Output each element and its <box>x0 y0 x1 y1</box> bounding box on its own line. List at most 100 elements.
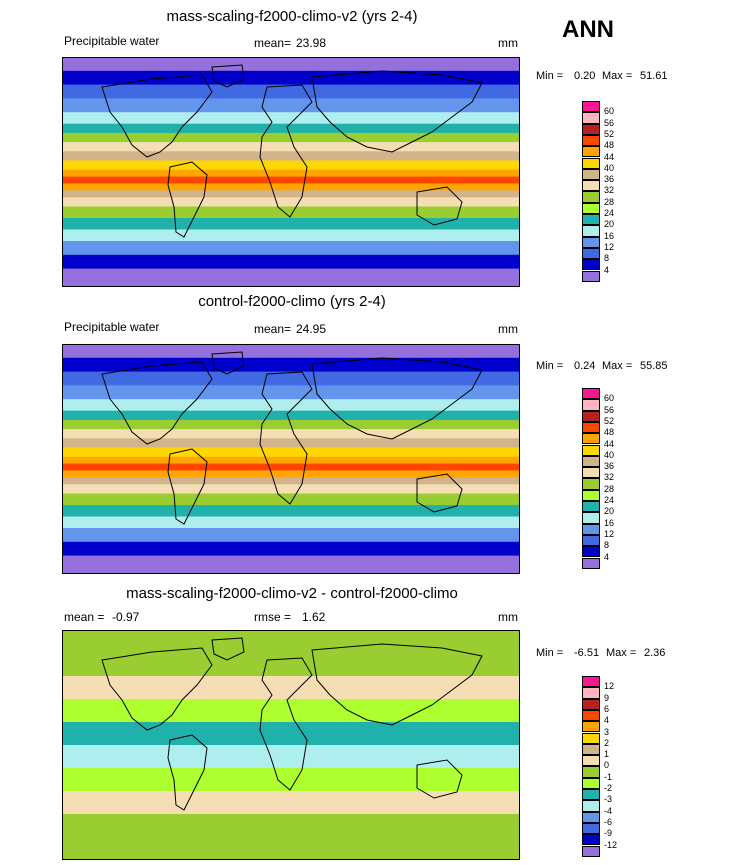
panel-2-units: mm <box>498 322 518 336</box>
colorbar-level-label: -1 <box>604 771 613 782</box>
colorbar-box <box>582 180 600 192</box>
colorbar-box <box>582 546 600 558</box>
field-band <box>62 371 520 386</box>
field-band <box>62 84 520 99</box>
field-band <box>62 463 520 471</box>
colorbar-box <box>582 512 600 524</box>
colorbar-level-label: 44 <box>604 438 615 449</box>
coastline <box>259 84 313 218</box>
colorbar-level-label: 12 <box>604 528 615 539</box>
panel-2-variable-label: Precipitable water <box>64 320 160 334</box>
panel-1-colorbar: 60 56 52 48 44 40 36 32 28 24 20 16 12 8 4 <box>582 101 642 282</box>
colorbar-box <box>582 202 600 214</box>
colorbar-level-label: 60 <box>604 106 615 117</box>
colorbar-level-label: 56 <box>604 117 615 128</box>
panel-2-title: control-f2000-climo (yrs 2-4) <box>198 293 386 310</box>
panel-2-map <box>62 344 520 574</box>
colorbar-box <box>582 388 600 400</box>
field-band <box>62 241 520 256</box>
coastline <box>211 637 245 661</box>
colorbar-box <box>582 433 600 445</box>
colorbar-level-label: 4 <box>604 715 610 726</box>
panel-3-max-label: Max = <box>606 647 637 659</box>
colorbar-level-label: 0 <box>604 760 610 771</box>
colorbar-level-label: 20 <box>604 506 615 517</box>
field-band <box>62 541 520 557</box>
panel-2-mean-value: 24.95 <box>296 322 327 336</box>
colorbar-box <box>582 191 600 203</box>
field-band <box>62 112 520 125</box>
season-label: ANN <box>562 16 614 43</box>
colorbar-box <box>582 478 600 490</box>
field-band <box>62 197 520 207</box>
colorbar-level-label: 56 <box>604 404 615 415</box>
field-band <box>62 528 520 543</box>
colorbar-level-label: 20 <box>604 219 615 230</box>
panel-3-min-label: Min = <box>536 647 564 659</box>
field-band <box>62 429 520 439</box>
field-band <box>62 229 520 242</box>
colorbar-level-label: 4 <box>604 551 610 562</box>
colorbar-level-label: 32 <box>604 472 615 483</box>
colorbar-box <box>582 270 600 282</box>
colorbar-box <box>582 755 600 767</box>
field-band <box>62 745 520 769</box>
field-band <box>62 438 520 448</box>
colorbar-level-label: 12 <box>604 681 615 692</box>
coastline <box>167 161 208 238</box>
colorbar-box <box>582 743 600 756</box>
colorbar-level-label: 2 <box>604 737 610 748</box>
field-band <box>62 268 520 287</box>
colorbar-box <box>582 789 600 801</box>
colorbar-box <box>582 134 600 147</box>
colorbar-level-label: -3 <box>604 794 613 805</box>
panel-3-mean-value: -0.97 <box>112 610 140 624</box>
colorbar-level-label: 9 <box>604 692 610 703</box>
coastline <box>259 371 313 505</box>
colorbar-level-label: 28 <box>604 196 615 207</box>
colorbar-box <box>582 101 600 113</box>
field-band <box>62 791 520 815</box>
colorbar-box <box>582 845 600 857</box>
field-band <box>62 254 520 270</box>
colorbar-box <box>582 247 600 260</box>
field-band <box>62 676 520 700</box>
field-band <box>62 722 520 746</box>
panel-1-mean-value: 23.98 <box>296 36 327 50</box>
colorbar-level-label: 4 <box>604 264 610 275</box>
colorbar-box <box>582 489 600 501</box>
colorbar-box <box>582 709 600 722</box>
colorbar-level-label: 44 <box>604 151 615 162</box>
field-band <box>62 385 520 400</box>
colorbar-box <box>582 501 600 513</box>
field-band <box>62 142 520 152</box>
colorbar-box <box>582 421 600 434</box>
colorbar-box <box>582 834 600 846</box>
colorbar-level-label: 32 <box>604 185 615 196</box>
panel-1-map <box>62 57 520 287</box>
colorbar-box <box>582 157 600 169</box>
colorbar-level-label: 52 <box>604 415 615 426</box>
panel-1-variable-label: Precipitable water <box>64 34 160 48</box>
colorbar-box <box>582 811 600 823</box>
colorbar-level-label: 48 <box>604 140 615 151</box>
colorbar-box <box>582 732 600 744</box>
coastline <box>311 357 483 440</box>
colorbar-level-label: 36 <box>604 461 615 472</box>
field-band <box>62 218 520 230</box>
panel-3-rmse-value: 1.62 <box>302 610 326 624</box>
field-band <box>62 555 520 574</box>
colorbar-box <box>582 800 600 812</box>
field-band <box>62 57 520 72</box>
coastline <box>259 657 313 791</box>
colorbar-level-label: 28 <box>604 483 615 494</box>
field-band <box>62 160 520 171</box>
field-band <box>62 516 520 529</box>
field-band <box>62 123 520 134</box>
panel-2-mean-label: mean= <box>254 322 292 336</box>
coastline <box>101 74 213 158</box>
colorbar-level-label: 1 <box>604 749 610 760</box>
coastline <box>416 759 463 799</box>
panel-3-min-value: -6.51 <box>574 647 600 659</box>
colorbar-box <box>582 822 600 835</box>
